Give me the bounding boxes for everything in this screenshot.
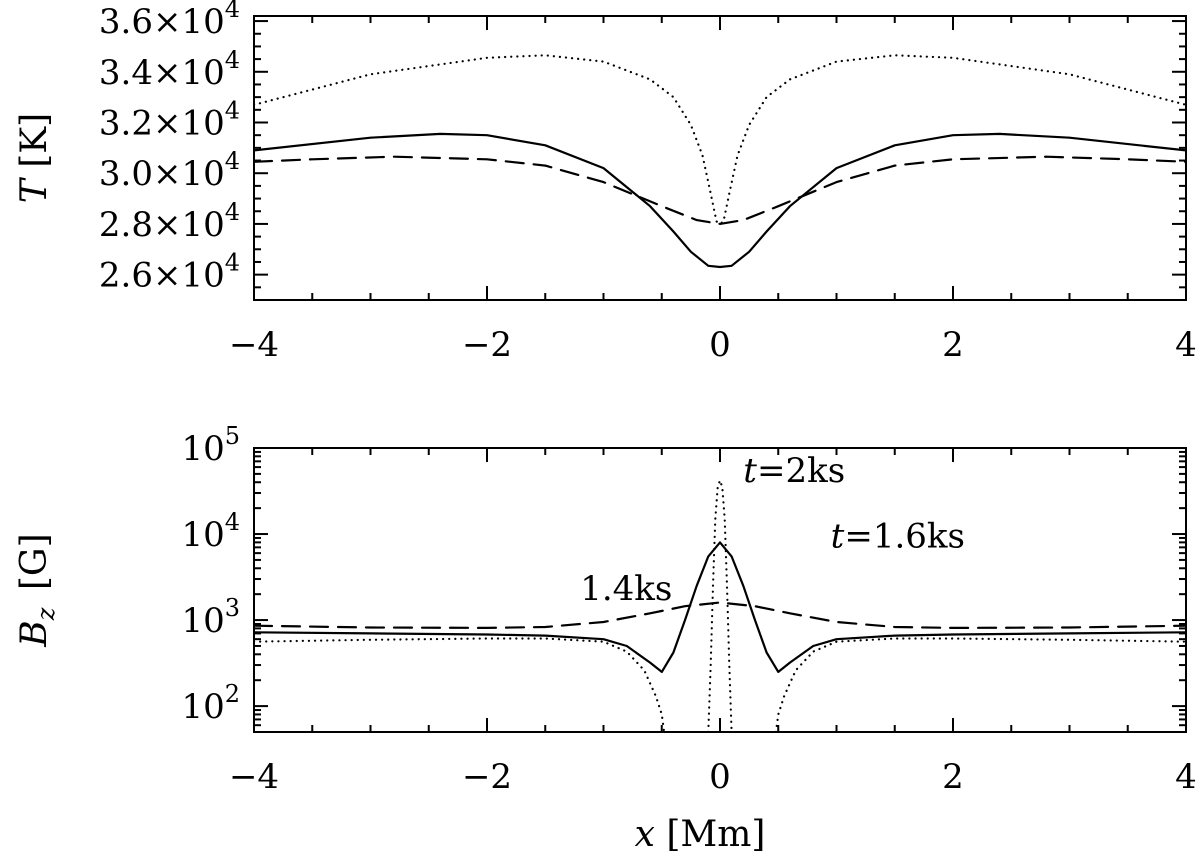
temperature-frame	[253, 15, 1187, 301]
field-x-axis-label: x [Mm]	[635, 814, 766, 855]
field-y-tick-label: 105	[181, 422, 240, 469]
field-y-axis-label: Bz [G]	[14, 533, 60, 647]
field-series-dashed	[254, 601, 1186, 630]
field-series-dotted	[254, 637, 666, 732]
field-x-tick-label: −2	[462, 757, 512, 797]
field-y-tick-label: 104	[181, 508, 240, 555]
field-y-tick-label: 103	[181, 594, 240, 641]
temperature-x-tick-label: 4	[1175, 325, 1197, 365]
field-x-tick-label: 2	[942, 757, 964, 797]
field-x-tick-label: 0	[709, 757, 731, 797]
temperature-y-tick-label: 3.4×104	[99, 46, 240, 93]
temperature-x-tick-label: −4	[229, 325, 279, 365]
temperature-series-group	[254, 54, 1186, 269]
temperature-y-tick-label: 3.6×104	[99, 0, 240, 42]
field-series-group	[254, 479, 1186, 732]
field-frame	[253, 447, 1187, 733]
field-x-tick-label: 4	[1175, 757, 1197, 797]
field-annotation: t=1.6ks	[831, 516, 965, 556]
temperature-y-tick-label: 2.6×104	[99, 249, 240, 296]
field-annotation: 1.4ks	[580, 569, 672, 609]
temperature-y-tick-label: 2.8×104	[99, 198, 240, 245]
temperature-y-tick-label: 3.2×104	[99, 97, 240, 144]
temperature-y-tick-label: 3.0×104	[99, 147, 240, 194]
field-x-tick-label: −4	[229, 757, 279, 797]
field-annotation: t=2ks	[743, 451, 845, 491]
field-y-tick-label: 102	[181, 680, 240, 727]
temperature-series-dashed	[254, 155, 1186, 225]
field-series-solid	[254, 541, 1186, 674]
field-series-dotted	[707, 479, 733, 732]
temperature-x-tick-label: 0	[709, 325, 731, 365]
field-series-dotted	[774, 637, 1186, 732]
field-panel: −4 −2 0 2 4 102 103 104 105 t=2ks t=1.6ks 1.4ks Bz […	[14, 422, 1197, 855]
temperature-series-dotted	[254, 54, 1186, 225]
temperature-x-tick-label: −2	[462, 325, 512, 365]
temperature-y-axis-label: T [K]	[14, 113, 55, 203]
temperature-series-solid	[254, 132, 1186, 269]
temperature-x-tick-label: 2	[942, 325, 964, 365]
temperature-panel: −4 −2 0 2 4 2.6×1042.8×1043.0×1043.2×1043.4×1…	[14, 0, 1197, 365]
